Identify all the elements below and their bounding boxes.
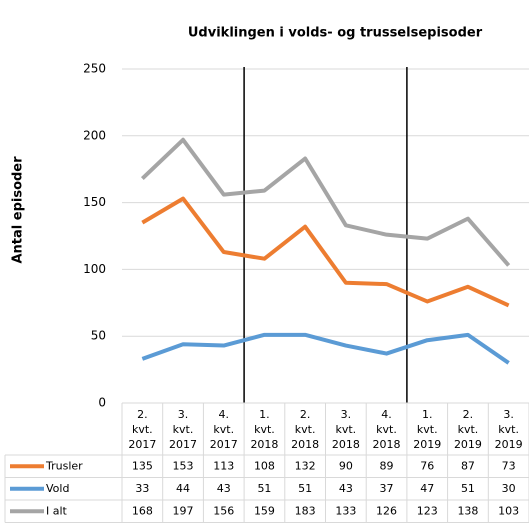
- y-tick-label: 100: [83, 262, 106, 276]
- y-tick-label: 200: [83, 128, 106, 142]
- x-tick-label-cell: 1. kvt. 2019: [407, 403, 448, 455]
- x-tick-label: 3. kvt. 2019: [494, 407, 523, 451]
- y-tick-label: 0: [98, 396, 106, 410]
- legend-label: I alt: [46, 504, 68, 517]
- x-tick-label: 2. kvt. 2018: [291, 407, 320, 451]
- table-value: 168: [132, 504, 153, 517]
- table-value: 113: [213, 459, 234, 472]
- x-tick-label: 2. kvt. 2019: [453, 407, 482, 451]
- table-value: 197: [173, 504, 194, 517]
- series-line: [140, 137, 511, 267]
- table-value: 153: [173, 459, 194, 472]
- table-value: 44: [176, 482, 190, 495]
- table-value: 132: [295, 459, 316, 472]
- x-tick-label-cell: 2. kvt. 2019: [448, 403, 489, 455]
- table-value: 156: [213, 504, 234, 517]
- y-tick-label: 50: [91, 329, 106, 343]
- y-axis-label: Antal episoder: [11, 156, 26, 264]
- table-value: 47: [420, 482, 434, 495]
- x-tick-label-cell: 4. kvt. 2018: [366, 403, 407, 455]
- table-value: 183: [295, 504, 316, 517]
- table-value: 90: [339, 459, 353, 472]
- chart-title: Udviklingen i volds- og trusselsepisoder: [188, 26, 483, 41]
- table-value: 108: [254, 459, 275, 472]
- table-value: 87: [461, 459, 475, 472]
- table-value: 89: [380, 459, 394, 472]
- table-value: 30: [502, 482, 516, 495]
- y-tick-label: 150: [83, 195, 106, 209]
- series-line: [141, 196, 510, 308]
- legend-label: Vold: [46, 482, 69, 495]
- table-value: 126: [376, 504, 397, 517]
- table-value: 138: [457, 504, 478, 517]
- x-tick-label-cell: 1. kvt. 2018: [244, 403, 285, 455]
- table-value: 123: [417, 504, 438, 517]
- x-tick-label: 2. kvt. 2017: [128, 407, 157, 451]
- table-value: 133: [335, 504, 356, 517]
- x-tick-label: 4. kvt. 2017: [209, 407, 238, 451]
- x-tick-label: 4. kvt. 2018: [372, 407, 401, 451]
- series-line: [141, 332, 510, 365]
- table-value: 73: [502, 459, 516, 472]
- legend-label: Trusler: [45, 459, 83, 472]
- x-tick-label: 1. kvt. 2019: [413, 407, 442, 451]
- x-tick-label-cell: 2. kvt. 2018: [285, 403, 326, 455]
- table-value: 135: [132, 459, 153, 472]
- table-value: 76: [420, 459, 434, 472]
- x-tick-label-cell: 3. kvt. 2019: [488, 403, 529, 455]
- table-value: 51: [298, 482, 312, 495]
- table-value: 159: [254, 504, 275, 517]
- x-tick-label-cell: 3. kvt. 2017: [163, 403, 204, 455]
- x-tick-label-cell: 4. kvt. 2017: [203, 403, 244, 455]
- x-tick-label: 1. kvt. 2018: [250, 407, 279, 451]
- table-value: 43: [339, 482, 353, 495]
- table-value: 51: [461, 482, 475, 495]
- y-tick-label: 250: [83, 62, 106, 76]
- table-value: 33: [135, 482, 149, 495]
- table-value: 51: [257, 482, 271, 495]
- table-value: 37: [380, 482, 394, 495]
- table-value: 43: [217, 482, 231, 495]
- x-tick-label: 3. kvt. 2017: [169, 407, 198, 451]
- x-tick-label: 3. kvt. 2018: [331, 407, 360, 451]
- x-tick-label-cell: 2. kvt. 2017: [122, 403, 163, 455]
- table-value: 103: [498, 504, 519, 517]
- x-tick-label-cell: 3. kvt. 2018: [326, 403, 367, 455]
